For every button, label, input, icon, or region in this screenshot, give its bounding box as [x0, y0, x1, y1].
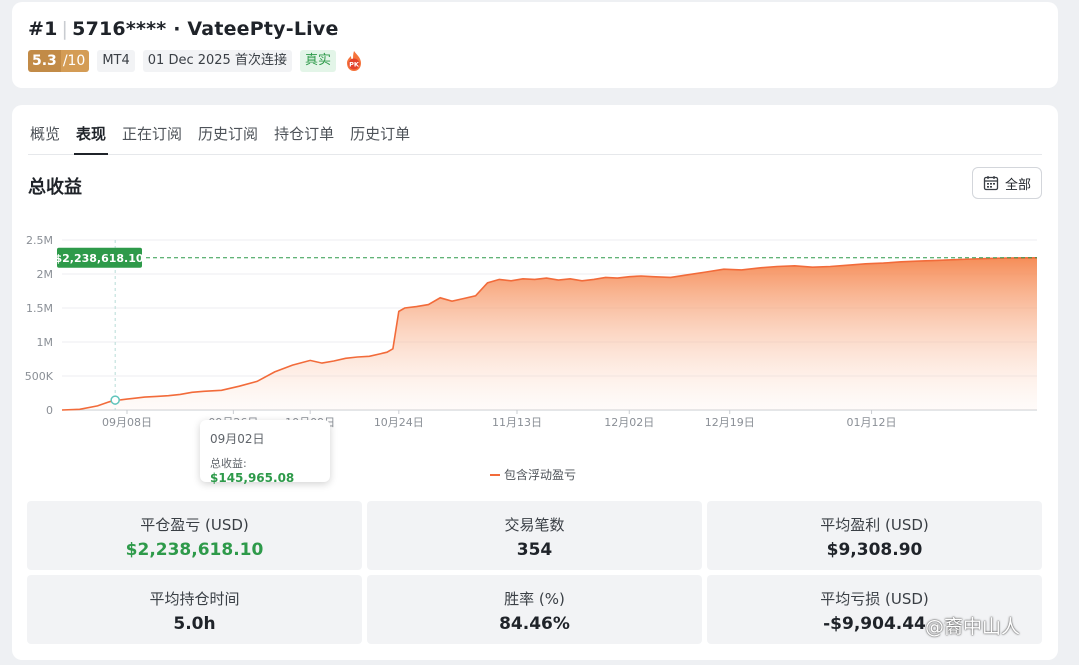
crosshair-value-label: $2,238,618.10: [54, 252, 143, 265]
x-tick-label: 11月13日: [492, 416, 542, 429]
account-title: #1 | 5716**** · VateePty-Live: [28, 18, 339, 40]
date-range-button[interactable]: 全部: [971, 167, 1042, 199]
x-tick-label: 12月02日: [604, 416, 654, 429]
tooltip-date: 09月02日: [210, 432, 265, 446]
tooltip-value: $145,965.08: [210, 471, 295, 485]
stat-value: $2,238,618.10: [125, 540, 264, 560]
y-tick-label: 2M: [37, 268, 54, 281]
chart-tooltip: 09月02日 总收益: $145,965.08: [200, 420, 330, 485]
account-meta: 5.3/10 MT4 01 Dec 2025 首次连接 真实 PK: [28, 50, 364, 72]
y-tick-label: 0: [46, 404, 53, 417]
score-badge: 5.3/10: [28, 50, 90, 72]
tab-order-history[interactable]: 历史订单: [350, 125, 411, 143]
stat-label: 交易笔数: [504, 516, 565, 534]
stat-win-rate: 胜率 (%) 84.46%: [367, 575, 702, 644]
stat-label: 平均盈利 (USD): [820, 516, 929, 534]
legend-label: 包含浮动盈亏: [504, 468, 577, 482]
stat-value: 84.46%: [499, 614, 570, 634]
legend-swatch: [490, 473, 500, 476]
stat-avg-holding-time: 平均持仓时间 5.0h: [27, 575, 362, 644]
stat-value: 5.0h: [173, 614, 216, 634]
account-name: 5716**** · VateePty-Live: [72, 18, 339, 40]
calendar-icon: [983, 176, 999, 191]
stat-trade-count: 交易笔数 354: [367, 501, 702, 570]
tab-overview[interactable]: 概览: [30, 125, 61, 143]
tooltip-label: 总收益:: [210, 457, 247, 470]
tab-subscription-history[interactable]: 历史订阅: [198, 125, 259, 143]
stat-closed-pnl: 平仓盈亏 (USD) $2,238,618.10: [27, 501, 362, 570]
account-header: #1 | 5716**** · VateePty-Live 5.3/10 MT4 0…: [12, 2, 1058, 88]
crosshair-value-box: [57, 247, 142, 268]
x-tick-label: 10月24日: [374, 416, 424, 429]
score-out-of: /10: [60, 50, 90, 72]
stat-label: 平均持仓时间: [149, 590, 240, 608]
stat-value: -$9,904.44: [823, 614, 926, 634]
pk-flame-icon[interactable]: PK: [344, 50, 364, 72]
series-line: [61, 257, 1038, 411]
tab-bar: 概览 表现 正在订阅 历史订阅 持仓订单 历史订单: [28, 117, 1042, 155]
stat-avg-profit: 平均盈利 (USD) $9,308.90: [707, 501, 1042, 570]
score-value: 5.3: [28, 50, 61, 72]
y-tick-label: 1M: [37, 336, 54, 349]
y-tick-label: 1.5M: [26, 302, 53, 315]
connected-date-tag: 01 Dec 2025 首次连接: [142, 50, 292, 72]
x-tick-label: 09月08日: [102, 416, 152, 429]
hover-point: [110, 395, 120, 405]
stat-label: 胜率 (%): [504, 590, 565, 608]
tab-active-subscriptions[interactable]: 正在订阅: [122, 125, 183, 143]
tab-performance[interactable]: 表现: [74, 117, 109, 155]
x-tick-label: 12月19日: [705, 416, 755, 429]
x-tick-label: 01月12日: [847, 416, 897, 429]
stat-value: $9,308.90: [826, 540, 923, 560]
y-tick-label: 2.5M: [26, 234, 53, 247]
platform-tag: MT4: [97, 50, 135, 72]
watermark: @裔中山人: [925, 612, 1020, 639]
watermark-text: @裔中山人: [925, 616, 1021, 638]
stat-value: 354: [516, 540, 553, 560]
stat-avg-loss: 平均亏损 (USD) -$9,904.44: [707, 575, 1042, 644]
stat-label: 平均亏损 (USD): [820, 590, 929, 608]
pk-label: PK: [349, 61, 360, 69]
stat-label: 平仓盈亏 (USD): [140, 516, 249, 534]
account-type-tag: 真实: [299, 50, 336, 72]
date-range-label: 全部: [1004, 177, 1031, 193]
tab-open-positions[interactable]: 持仓订单: [274, 125, 335, 143]
rank: #1: [28, 18, 58, 40]
stats-grid: 平仓盈亏 (USD) $2,238,618.10 交易笔数 354 平均盈利 (…: [27, 501, 1043, 644]
section-title: 总收益: [28, 177, 82, 198]
performance-panel: 概览 表现 正在订阅 历史订阅 持仓订单 历史订单 总收益 全部 0 500K 1M…: [12, 105, 1058, 660]
y-tick-label: 500K: [25, 370, 54, 383]
chart-legend[interactable]: 包含浮动盈亏: [490, 466, 576, 483]
series-area: [62, 257, 1037, 410]
